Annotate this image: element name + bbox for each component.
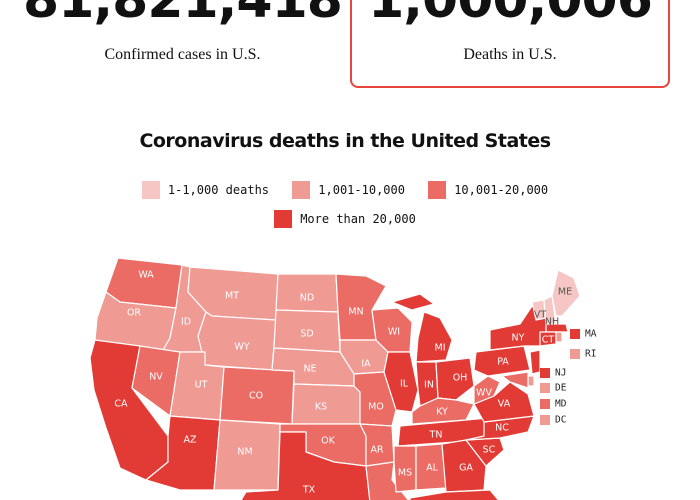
callout-label-DC: DC [555,415,566,426]
us-map: WA OR CA ID NV MT WY UT AZ CO NM ND SD N… [89,257,597,500]
label-KY: KY [436,407,448,418]
callout-label-MD: MD [555,399,567,410]
label-GA: GA [459,463,473,474]
state-RI[interactable] [555,331,563,343]
callout-swatch-NJ [540,368,550,378]
legend-swatch-tier4 [274,210,293,228]
label-OH: OH [453,373,468,384]
state-MI[interactable] [415,311,453,363]
label-NC: NC [495,423,509,434]
label-NM: NM [237,447,252,458]
callout-swatch-DC [540,415,550,425]
label-NV: NV [149,372,163,383]
label-NY: NY [512,333,525,344]
label-MN: MN [348,307,363,318]
cases-caption: Confirmed cases in U.S. [104,46,261,63]
callout-swatch-RI [570,349,580,359]
legend-swatch-tier2 [292,181,311,199]
callout-label-MA: MA [585,329,597,340]
callout-label-DE: DE [555,383,567,394]
label-SC: SC [483,445,496,456]
label-PA: PA [497,357,509,368]
label-WY: WY [234,342,249,353]
label-SD: SD [300,329,313,340]
label-KS: KS [315,402,327,413]
legend-item-tier2: 1,001-10,000 [292,181,405,199]
state-MS[interactable] [393,445,417,493]
state-MA[interactable] [545,323,569,333]
label-CT: CT [542,335,555,346]
label-WI: WI [388,327,400,338]
state-MD[interactable] [501,371,529,389]
deaths-stat: 1,000,006 Deaths in U.S. [350,0,670,88]
legend-row: 1-1,000 deaths 1,001-10,000 10,001-20,00… [0,181,690,202]
legend-item-tier3: 10,001-20,000 [428,181,548,199]
callout-label-NJ: NJ [555,368,566,379]
label-MS: MS [398,468,412,479]
state-WV[interactable] [473,375,501,405]
label-IL: IL [400,379,409,390]
label-VT: VT [534,310,546,321]
callout-label-RI: RI [585,349,596,360]
state-NJ[interactable] [529,349,541,375]
label-AR: AR [370,445,383,456]
cases-number: 81,821,418 [23,0,343,30]
legend-swatch-tier3 [428,181,447,199]
state-KY[interactable] [411,397,475,425]
label-AL: AL [426,463,438,474]
label-TX: TX [302,485,316,496]
callout-swatch-MD [540,399,550,409]
state-CT[interactable] [539,331,557,347]
legend-row: More than 20,000 [0,210,690,231]
cases-stat: 81,821,418 Confirmed cases in U.S. [20,0,345,88]
callout-swatch-MA [570,329,580,339]
legend-label-tier1: 1-1,000 deaths [167,183,270,197]
legend-swatch-tier1 [141,181,160,199]
map-title: Coronavirus deaths in the United States [139,130,551,152]
legend-label-tier4: More than 20,000 [300,212,416,226]
label-NH: NH [545,317,559,328]
label-IN: IN [424,380,434,391]
label-ME: ME [558,287,572,298]
deaths-caption: Deaths in U.S. [463,46,557,63]
state-DE[interactable] [527,375,535,387]
label-WA: WA [138,270,154,281]
label-UT: UT [195,380,208,391]
legend-item-tier1: 1-1,000 deaths [141,181,270,199]
state-OH[interactable] [435,357,475,401]
legend-item-tier4: More than 20,000 [274,210,416,228]
label-MI: MI [435,343,446,354]
label-AZ: AZ [183,435,196,446]
state-GA[interactable] [441,439,487,493]
label-OR: OR [127,308,141,319]
state-FL[interactable] [409,489,500,500]
label-CA: CA [114,399,128,410]
state-ME[interactable] [551,269,581,317]
label-MT: MT [225,291,239,302]
label-OK: OK [321,436,335,447]
label-CO: CO [249,391,263,402]
deaths-number: 1,000,006 [368,0,653,30]
label-MO: MO [368,402,384,413]
label-ND: ND [300,293,314,304]
label-NE: NE [303,364,316,375]
legend-label-tier2: 1,001-10,000 [318,183,405,197]
legend-label-tier3: 10,001-20,000 [454,183,549,197]
callout-swatch-DE [540,383,550,393]
label-WV: WV [476,388,492,399]
label-ID: ID [181,317,191,328]
state-MI-upper[interactable] [391,293,435,311]
label-TN: TN [429,430,443,441]
label-VA: VA [498,399,511,410]
label-IA: IA [361,359,371,370]
